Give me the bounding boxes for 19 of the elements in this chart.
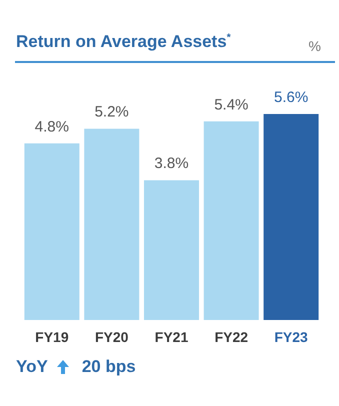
bar: [84, 128, 140, 320]
data-label: 3.8%: [154, 155, 189, 172]
x-tick-label: FY20: [94, 329, 129, 345]
bar: [24, 143, 80, 320]
bar: [144, 180, 199, 320]
x-tick-label: FY22: [214, 329, 248, 345]
data-label: 5.4%: [214, 96, 248, 114]
x-tick-label: FY19: [35, 329, 69, 345]
chart-title: Return on Average Assets$^{*}$: [16, 32, 231, 52]
x-tick-label: FY23: [274, 329, 308, 345]
y-axis-title: %: [308, 38, 321, 54]
data-label: 5.2%: [94, 104, 129, 121]
bar: [264, 114, 319, 320]
text: 20 bps: [82, 357, 136, 377]
data-label: 4.8%: [34, 118, 69, 136]
x-tick-label: FY21: [154, 329, 188, 345]
text: YoY: [16, 357, 48, 377]
data-label: 5.6%: [274, 89, 308, 106]
bar: [204, 121, 259, 320]
